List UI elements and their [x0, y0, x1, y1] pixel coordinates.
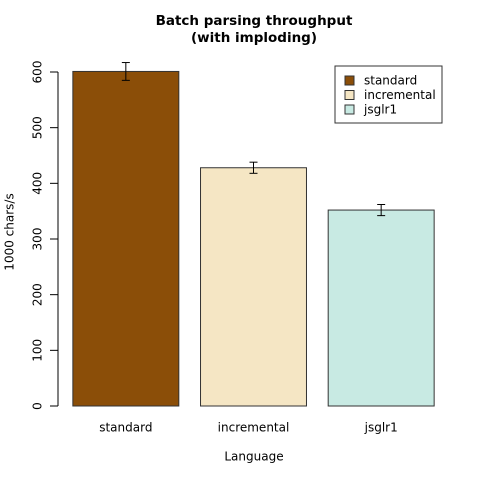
x-tick-label: jsglr1	[364, 421, 398, 435]
bar	[72, 70, 180, 407]
y-tick-label: 400	[31, 172, 45, 195]
x-axis-label: Language	[224, 450, 283, 464]
bar	[200, 167, 307, 407]
chart-title: Batch parsing throughput	[156, 13, 353, 29]
y-tick-label: 0	[31, 402, 45, 410]
legend-swatch	[344, 104, 355, 115]
legend-label: jsglr1	[363, 103, 397, 117]
y-tick-label: 600	[31, 61, 45, 84]
bar	[327, 209, 435, 407]
y-tick-label: 300	[31, 228, 45, 251]
chart-subtitle: (with imploding)	[191, 30, 317, 46]
y-tick-label: 200	[31, 283, 45, 306]
y-tick-label: 500	[31, 116, 45, 139]
legend-swatch	[344, 90, 355, 100]
x-tick-label: incremental	[218, 421, 290, 435]
x-tick-label: standard	[99, 421, 152, 435]
legend-label: standard	[364, 74, 417, 88]
legend-label: incremental	[364, 88, 436, 102]
legend-swatch	[344, 75, 355, 86]
y-axis-label: 1000 chars/s	[3, 193, 17, 270]
y-tick-label: 100	[31, 339, 45, 362]
